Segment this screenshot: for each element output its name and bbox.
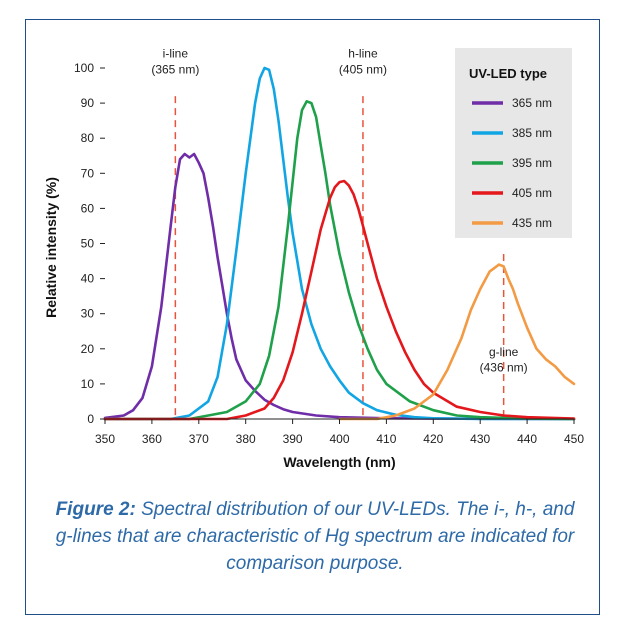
y-tick-label-40: 40 [81,272,95,286]
y-tick-label-30: 30 [81,307,95,321]
x-tick-label-370: 370 [189,432,209,446]
caption-text: Spectral distribution of our UV-LEDs. Th… [55,499,575,574]
y-tick-label-50: 50 [81,237,95,251]
legend-title: UV-LED type [469,66,547,81]
legend-label-405nm: 405 nm [512,186,552,200]
reference-label-i-line-1: (365 nm) [151,62,199,76]
x-tick-label-430: 430 [470,432,490,446]
figure-caption: Figure 2: Spectral distribution of our U… [45,496,585,577]
y-tick-label-80: 80 [81,131,95,145]
legend-label-385nm: 385 nm [512,126,552,140]
series-lines [103,66,576,421]
legend-background [455,48,572,238]
y-tick-label-0: 0 [87,412,94,426]
axes: 350 360 370 380 390 400 410 420 430 440 450 0 10 20 30… [43,61,584,470]
reference-label-g-line-1: (436 nm) [480,361,528,375]
x-tick-label-450: 450 [564,432,584,446]
figure-frame [25,19,600,615]
y-tick-label-20: 20 [81,342,95,356]
y-tick-label-60: 60 [81,201,95,215]
y-tick-label-10: 10 [81,377,95,391]
x-tick-label-440: 440 [517,432,537,446]
x-axis-title: Wavelength (nm) [283,454,395,470]
y-tick-label-90: 90 [81,96,95,110]
legend: UV-LED type 365 nm 385 nm 395 nm 405 nm 435 n… [469,66,552,230]
y-axis-title: Relative intensity (%) [43,177,59,318]
x-tick-label-420: 420 [423,432,443,446]
series-line-395nm [103,100,576,421]
x-tick-label-400: 400 [329,432,349,446]
y-tick-label-70: 70 [81,166,95,180]
x-tick-label-360: 360 [142,432,162,446]
series-line-385nm [103,66,576,421]
x-tick-label-350: 350 [95,432,115,446]
reference-label-h-line-1: (405 nm) [339,62,387,76]
series-line-435nm [338,263,576,421]
reference-label-g-line-0: g-line [489,345,519,359]
legend-label-395nm: 395 nm [512,156,552,170]
x-tick-label-390: 390 [283,432,303,446]
reference-label-h-line-0: h-line [348,46,378,60]
spectral-chart: i-line (365 nm) h-line (405 nm) g-line (436 n… [43,46,584,470]
series-line-365nm [103,152,576,421]
reference-label-i-line-0: i-line [163,46,189,60]
reference-lines: i-line (365 nm) h-line (405 nm) g-line (436 n… [151,46,528,419]
x-tick-label-380: 380 [236,432,256,446]
x-tick-label-410: 410 [376,432,396,446]
legend-label-435nm: 435 nm [512,216,552,230]
y-tick-label-100: 100 [74,61,94,75]
caption-lead: Figure 2: [55,499,136,520]
legend-label-365nm: 365 nm [512,96,552,110]
